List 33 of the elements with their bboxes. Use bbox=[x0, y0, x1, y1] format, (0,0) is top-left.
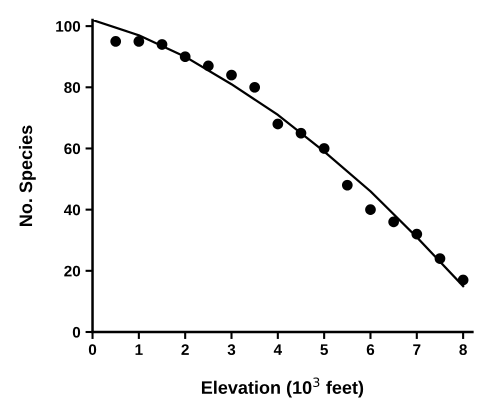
y-tick-label: 20 bbox=[64, 266, 80, 277]
x-tick-label: 0 bbox=[88, 344, 96, 356]
x-axis-title: Elevation (10$^{3}$ feet) bbox=[202, 377, 364, 398]
point bbox=[156, 39, 168, 50]
x-tick-label: 5 bbox=[320, 344, 328, 356]
point bbox=[388, 216, 399, 228]
point bbox=[365, 204, 376, 215]
x-tick-label: 2 bbox=[181, 344, 189, 355]
x-tick-label: 4 bbox=[274, 344, 282, 355]
x-tick-label: 1 bbox=[136, 344, 143, 355]
y-axis-title: No. Species bbox=[18, 126, 36, 226]
point bbox=[134, 36, 144, 47]
x-tick-label: 8 bbox=[459, 344, 467, 356]
point bbox=[342, 180, 353, 191]
point bbox=[434, 253, 446, 264]
y-tick-label: 60 bbox=[64, 143, 80, 154]
y-tick-label: 80 bbox=[64, 82, 80, 93]
point bbox=[272, 118, 284, 130]
point bbox=[318, 143, 330, 154]
point bbox=[110, 36, 122, 47]
point bbox=[226, 70, 237, 80]
y-tick-label: 40 bbox=[64, 204, 80, 216]
point bbox=[458, 274, 468, 286]
point bbox=[180, 51, 191, 62]
point bbox=[296, 128, 306, 139]
y-tick-label: 0 bbox=[72, 326, 80, 338]
point bbox=[249, 82, 260, 93]
point bbox=[411, 228, 422, 240]
x-tick-label: 7 bbox=[413, 344, 420, 355]
point bbox=[202, 60, 214, 72]
y-tick-label: 100 bbox=[56, 20, 80, 32]
x-tick-label: 3 bbox=[228, 344, 236, 356]
x-tick-label: 6 bbox=[366, 344, 374, 356]
